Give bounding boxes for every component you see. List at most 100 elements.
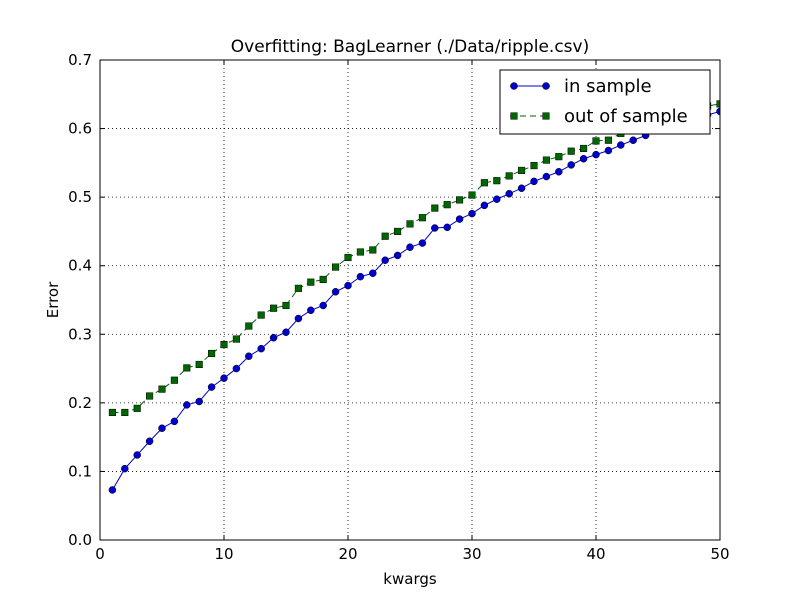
- data-point: [183, 364, 191, 372]
- series-out-of-sample: [108, 100, 720, 417]
- data-point: [195, 397, 203, 406]
- data-point: [468, 209, 476, 218]
- data-point: [406, 220, 414, 228]
- x-tick-label: 30: [462, 545, 481, 563]
- data-point: [629, 136, 637, 144]
- y-tick-label: 0.5: [68, 188, 92, 206]
- data-point: [331, 288, 340, 296]
- y-tick-label: 0.2: [68, 394, 92, 412]
- data-point: [592, 137, 600, 145]
- data-point: [245, 322, 253, 330]
- data-point: [158, 424, 166, 432]
- x-tick-label: 40: [586, 545, 605, 563]
- y-tick-label: 0.0: [68, 531, 92, 549]
- data-point: [307, 278, 315, 286]
- data-point: [121, 464, 129, 473]
- y-tick-label: 0.7: [68, 51, 92, 69]
- data-point: [406, 243, 414, 251]
- data-point: [220, 374, 228, 382]
- y-tick-label: 0.3: [68, 325, 92, 343]
- data-point: [493, 195, 501, 203]
- data-point: [257, 344, 265, 353]
- data-point: [220, 341, 228, 349]
- data-point: [108, 408, 116, 417]
- chart-title: Overfitting: BagLearner (./Data/ripple.c…: [231, 37, 589, 57]
- x-axis-label: kwargs: [383, 570, 437, 588]
- y-tick-label: 0.1: [68, 462, 92, 480]
- data-point: [245, 352, 253, 360]
- data-point: [493, 177, 501, 185]
- data-point: [530, 162, 538, 170]
- legend: in sample out of sample: [499, 69, 711, 135]
- data-point: [592, 150, 600, 159]
- data-point: [716, 107, 720, 116]
- data-point: [208, 349, 216, 358]
- data-point: [356, 272, 365, 281]
- data-point: [443, 223, 451, 232]
- x-tick-label: 10: [214, 545, 233, 563]
- data-point: [146, 392, 154, 400]
- data-point: [555, 168, 563, 176]
- data-point: [431, 204, 439, 212]
- data-point: [269, 333, 278, 342]
- data-point: [394, 227, 402, 235]
- data-point: [393, 251, 402, 260]
- data-point: [542, 172, 551, 181]
- data-point: [530, 177, 538, 186]
- data-point: [257, 311, 265, 319]
- axis-ticks: 0 10 20 30 40 50 0.0 0.1 0.2 0.3 0.4 0.5 0.6 0.7: [68, 51, 729, 563]
- legend-marker: [510, 82, 518, 90]
- data-point: [158, 385, 166, 393]
- data-point: [617, 141, 625, 149]
- data-point: [307, 306, 315, 315]
- legend-marker: [542, 112, 550, 120]
- data-point: [145, 437, 154, 446]
- data-point: [418, 214, 426, 222]
- x-tick-label: 20: [338, 545, 357, 563]
- data-point: [108, 486, 117, 494]
- data-point: [294, 314, 303, 323]
- legend-marker: [542, 82, 550, 90]
- data-point: [369, 246, 377, 254]
- data-point: [579, 154, 588, 163]
- data-point: [518, 166, 526, 174]
- data-point: [356, 248, 364, 256]
- data-point: [456, 196, 464, 204]
- data-point: [505, 189, 513, 198]
- y-axis-label: Error: [44, 281, 62, 318]
- data-point: [270, 304, 278, 312]
- data-point: [443, 201, 451, 209]
- data-point: [319, 301, 327, 310]
- data-point: [282, 328, 290, 336]
- data-point: [294, 284, 302, 292]
- y-tick-label: 0.4: [68, 257, 92, 275]
- data-point: [133, 404, 141, 412]
- data-point: [344, 253, 352, 262]
- data-point: [716, 100, 720, 108]
- data-point: [381, 256, 389, 264]
- data-point: [604, 146, 613, 155]
- x-tick-label: 0: [95, 545, 105, 563]
- y-tick-label: 0.6: [68, 120, 92, 138]
- data-point: [133, 451, 141, 459]
- legend-marker: [510, 112, 518, 120]
- data-point: [170, 376, 178, 384]
- data-point: [282, 301, 290, 310]
- data-point: [604, 136, 612, 144]
- data-point: [170, 417, 179, 426]
- legend-label: in sample: [564, 76, 652, 97]
- data-point: [369, 269, 377, 278]
- data-point: [183, 401, 191, 409]
- data-point: [195, 360, 203, 369]
- legend-box: [499, 69, 711, 135]
- data-point: [232, 335, 240, 343]
- data-point: [344, 281, 352, 290]
- data-point: [517, 184, 526, 192]
- data-point: [480, 179, 488, 187]
- data-point: [455, 215, 464, 223]
- plot-frame: [99, 59, 721, 541]
- data-point: [567, 147, 575, 155]
- data-point: [468, 191, 476, 199]
- data-point: [542, 156, 550, 164]
